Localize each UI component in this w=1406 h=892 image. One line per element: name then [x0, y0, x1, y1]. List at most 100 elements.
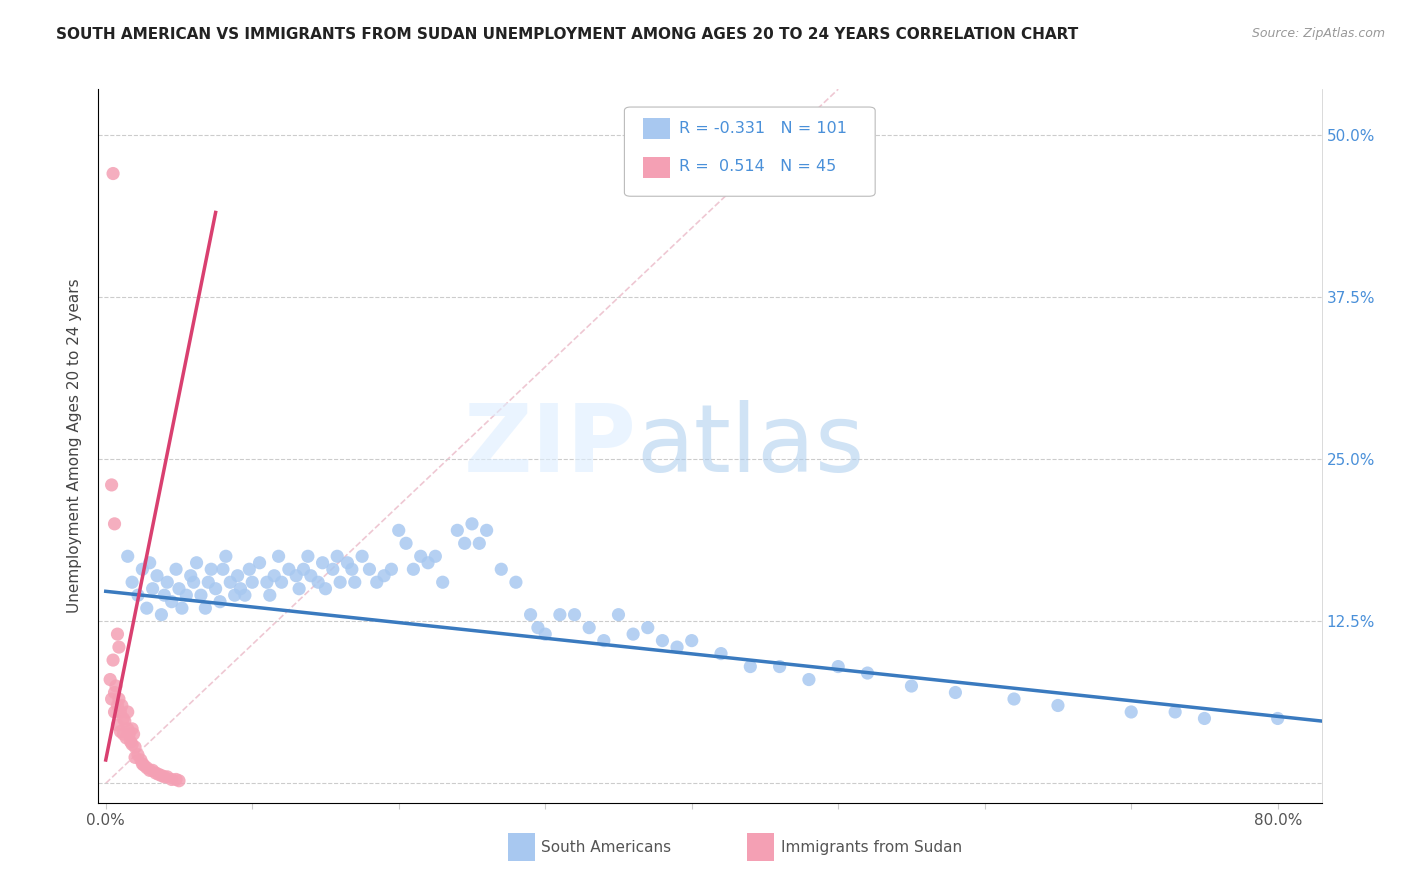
- Point: [326, 549, 349, 564]
- Point: [263, 568, 285, 582]
- Point: [117, 549, 139, 564]
- Point: [153, 588, 176, 602]
- Point: [114, 714, 136, 728]
- Point: [146, 568, 169, 582]
- Point: [388, 524, 411, 538]
- Point: [150, 768, 173, 782]
- Bar: [508, 833, 536, 862]
- Point: [352, 549, 374, 564]
- Point: [138, 764, 160, 778]
- Point: [1002, 692, 1025, 706]
- Point: [453, 536, 475, 550]
- Point: [505, 575, 527, 590]
- Point: [311, 556, 333, 570]
- Point: [167, 582, 190, 596]
- Point: [259, 588, 281, 602]
- Point: [112, 727, 135, 741]
- Point: [100, 692, 122, 706]
- FancyBboxPatch shape: [624, 107, 875, 196]
- Point: [797, 673, 820, 687]
- Point: [710, 647, 733, 661]
- Point: [183, 575, 205, 590]
- Point: [148, 767, 170, 781]
- Point: [900, 679, 922, 693]
- Point: [110, 724, 132, 739]
- Point: [124, 750, 146, 764]
- Point: [329, 575, 352, 590]
- Point: [160, 595, 183, 609]
- Point: [270, 575, 292, 590]
- Point: [219, 575, 242, 590]
- Point: [226, 568, 249, 582]
- Bar: [643, 157, 669, 178]
- Point: [150, 607, 173, 622]
- Point: [153, 770, 176, 784]
- Text: SOUTH AMERICAN VS IMMIGRANTS FROM SUDAN UNEMPLOYMENT AMONG AGES 20 TO 24 YEARS C: SOUTH AMERICAN VS IMMIGRANTS FROM SUDAN …: [56, 27, 1078, 42]
- Point: [105, 679, 128, 693]
- Point: [475, 524, 498, 538]
- Point: [129, 753, 152, 767]
- Point: [491, 562, 513, 576]
- Bar: [643, 118, 669, 139]
- Point: [297, 549, 319, 564]
- Point: [167, 773, 190, 788]
- Point: [1164, 705, 1187, 719]
- Text: South Americans: South Americans: [541, 839, 671, 855]
- Point: [101, 167, 124, 181]
- Point: [176, 588, 198, 602]
- Point: [402, 562, 425, 576]
- Point: [527, 621, 550, 635]
- Point: [118, 727, 141, 741]
- Point: [194, 601, 217, 615]
- Point: [548, 607, 571, 622]
- Point: [681, 633, 703, 648]
- Point: [200, 562, 222, 576]
- Point: [578, 621, 600, 635]
- Point: [127, 747, 149, 762]
- Point: [373, 568, 395, 582]
- Point: [740, 659, 762, 673]
- Point: [277, 562, 299, 576]
- Point: [121, 575, 143, 590]
- Point: [103, 516, 125, 531]
- Point: [238, 562, 260, 576]
- Point: [156, 770, 179, 784]
- Point: [112, 711, 135, 725]
- Point: [1194, 711, 1216, 725]
- Point: [233, 588, 256, 602]
- Point: [98, 673, 121, 687]
- Point: [229, 582, 252, 596]
- Point: [215, 549, 238, 564]
- Point: [666, 640, 689, 654]
- Point: [117, 722, 139, 736]
- Point: [256, 575, 278, 590]
- Point: [432, 575, 454, 590]
- Point: [621, 627, 644, 641]
- Point: [142, 764, 165, 778]
- Text: ZIP: ZIP: [464, 400, 637, 492]
- Point: [945, 685, 967, 699]
- Point: [592, 633, 614, 648]
- Point: [425, 549, 447, 564]
- Point: [395, 536, 418, 550]
- Text: Immigrants from Sudan: Immigrants from Sudan: [780, 839, 962, 855]
- Point: [856, 666, 879, 681]
- Point: [165, 562, 187, 576]
- Point: [186, 556, 208, 570]
- Point: [122, 727, 145, 741]
- Text: Source: ZipAtlas.com: Source: ZipAtlas.com: [1251, 27, 1385, 40]
- Point: [127, 588, 149, 602]
- Point: [117, 705, 139, 719]
- Point: [827, 659, 849, 673]
- Point: [534, 627, 557, 641]
- Point: [107, 718, 129, 732]
- Point: [637, 621, 659, 635]
- Point: [224, 588, 246, 602]
- Point: [208, 595, 231, 609]
- Text: R =  0.514   N = 45: R = 0.514 N = 45: [679, 159, 837, 174]
- Bar: [747, 833, 773, 862]
- Point: [519, 607, 541, 622]
- Y-axis label: Unemployment Among Ages 20 to 24 years: Unemployment Among Ages 20 to 24 years: [67, 278, 83, 614]
- Point: [1046, 698, 1069, 713]
- Point: [343, 575, 366, 590]
